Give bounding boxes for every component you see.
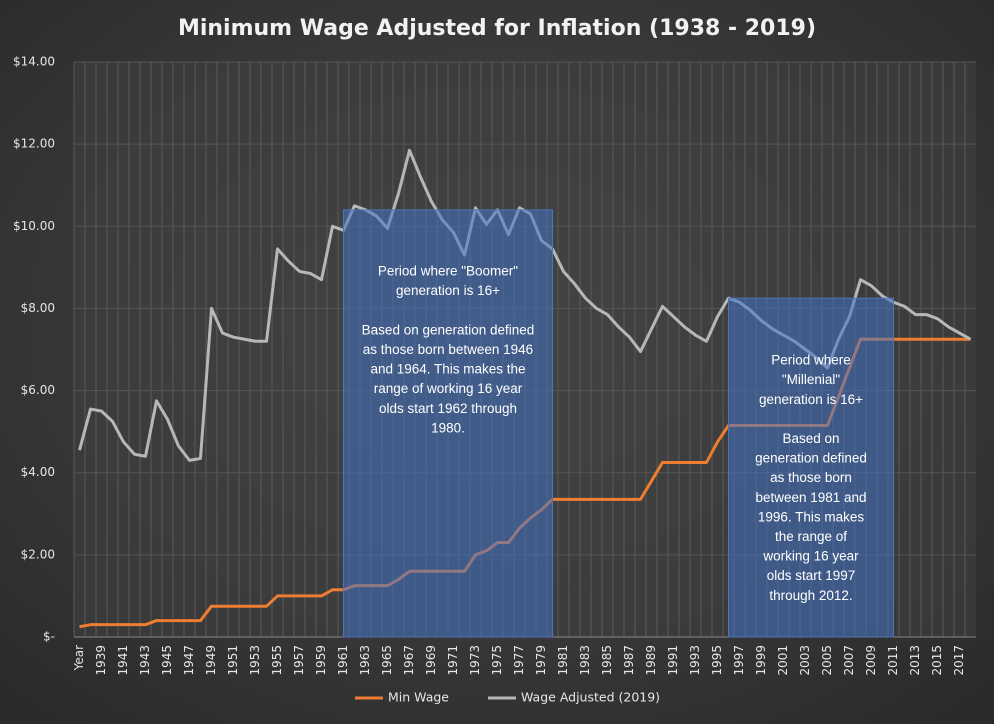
annotation-text: 1980. [431,420,465,435]
x-tick-label: 1965 [380,645,394,676]
highlight-region [728,297,894,638]
y-tick-label: $10.00 [13,219,55,233]
x-tick-label: 2013 [908,645,922,676]
annotation-text: the range of [775,529,847,544]
x-tick-label: 1945 [160,645,174,676]
legend-label: Min Wage [388,690,449,705]
x-tick-label: 2015 [930,645,944,676]
x-tick-label: 1995 [710,645,724,676]
annotation-text: Period where [771,353,851,368]
x-tick-label: 1977 [512,645,526,676]
annotation-text: as those born between 1946 [363,342,533,357]
x-tick-label: 2017 [952,645,966,676]
y-tick-label: $4.00 [21,465,55,479]
y-tick-label: $8.00 [21,301,55,315]
annotation-text: Based on [782,431,839,446]
annotation-text: working 16 year [762,549,859,564]
x-tick-label: 2009 [864,645,878,676]
x-tick-label: 1969 [424,645,438,676]
annotation-text: and 1964. This makes the [370,362,525,377]
y-tick-label: $14.00 [13,55,55,69]
annotation-text: generation is 16+ [759,392,863,407]
annotation-text: Period where "Boomer" [378,264,518,279]
x-tick-label: 1941 [116,645,130,676]
x-tick-label: 1973 [468,645,482,676]
x-tick-label: 1953 [248,645,262,676]
x-tick-label: 1979 [534,645,548,676]
annotation-text: range of working 16 year [374,381,523,396]
annotation-text: through 2012. [769,588,852,603]
x-tick-label: 1971 [446,645,460,676]
x-tick-label: 1961 [336,645,350,676]
annotation-text: as those born [770,470,852,485]
chart-title: Minimum Wage Adjusted for Inflation (193… [178,16,816,41]
annotation-text: generation defined [755,451,867,466]
x-tick-label: 1989 [644,645,658,676]
annotation-text: Based on generation defined [362,322,535,337]
x-tick-label: 1939 [94,645,108,676]
x-tick-label: 1955 [270,645,284,676]
x-tick-label: 1943 [138,645,152,676]
annotation-text: olds start 1997 [767,568,856,583]
y-tick-label: $6.00 [21,383,55,397]
x-tick-label: 2011 [886,645,900,676]
annotation-text: "Millenial" [782,372,841,387]
x-tick-label: 1949 [204,645,218,676]
x-tick-label: 1975 [490,645,504,676]
x-tick-label: 1963 [358,645,372,676]
x-tick-label: 1957 [292,645,306,676]
x-tick-label: 1985 [600,645,614,676]
x-tick-label: 2003 [798,645,812,676]
x-tick-label: 1993 [688,645,702,676]
annotation-text: between 1981 and [755,490,866,505]
x-tick-label: 2007 [842,645,856,676]
x-tick-label: 1951 [226,645,240,676]
annotation-text: 1996. This makes [758,509,865,524]
legend-label: Wage Adjusted (2019) [521,690,660,705]
x-tick-label: 2005 [820,645,834,676]
x-tick-label: 2001 [776,645,790,676]
x-tick-label: 1981 [556,645,570,676]
x-tick-label: 1999 [754,645,768,676]
annotation-text: generation is 16+ [396,283,500,298]
y-tick-label: $- [43,630,55,644]
x-tick-label: 1947 [182,645,196,676]
x-tick-label: 1987 [622,645,636,676]
x-tick-label: 1997 [732,645,746,676]
x-tick-label: 1991 [666,645,680,676]
y-tick-label: $12.00 [13,137,55,151]
highlight-region [343,209,553,638]
x-tick-label: 1967 [402,645,416,676]
x-tick-label: Year [72,645,86,671]
x-tick-label: 1983 [578,645,592,676]
x-tick-label: 1959 [314,645,328,676]
y-tick-label: $2.00 [21,547,55,561]
annotation-text: olds start 1962 through [379,401,517,416]
